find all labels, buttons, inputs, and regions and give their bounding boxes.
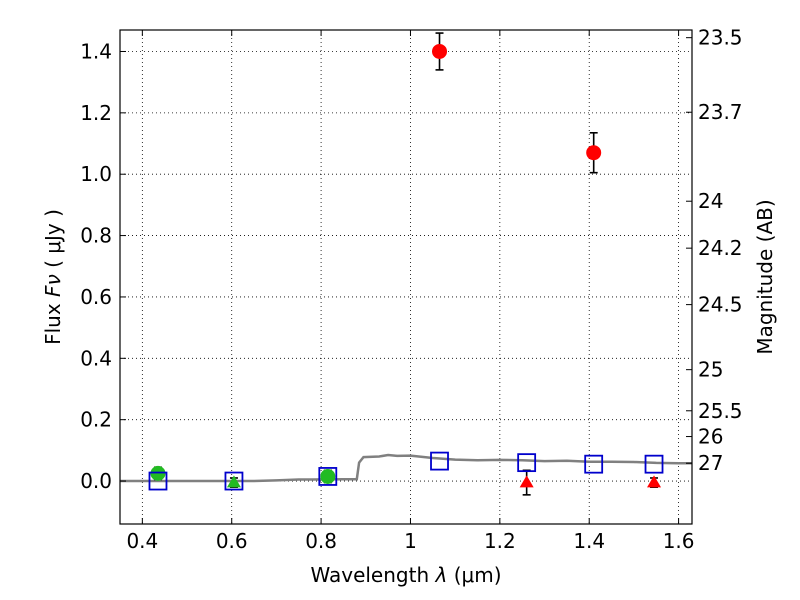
data-point-circle — [586, 145, 602, 161]
data-point-square — [318, 467, 338, 486]
y-tick-label: 1.0 — [80, 162, 112, 186]
model-sed-line — [120, 453, 692, 483]
model-sed-layer — [120, 453, 692, 483]
data-point-circle — [432, 43, 448, 59]
x-tick-label: 1.2 — [484, 529, 516, 553]
y-axis-label: Flux Fν ( μJy ) — [41, 209, 65, 345]
y-right-axis-label: Magnitude (AB) — [753, 199, 777, 354]
y-tick-label: 0.8 — [80, 224, 112, 248]
y-right-tick-label: 25 — [698, 358, 723, 382]
x-tick-label: 0.6 — [216, 529, 248, 553]
y-right-tick-label: 25.5 — [698, 399, 743, 423]
y-right-tick-label: 27 — [698, 451, 723, 475]
x-axis-label: Wavelength λ (μm) — [310, 563, 501, 587]
x-tick-label: 0.4 — [126, 529, 158, 553]
data-point-square — [517, 453, 537, 473]
x-tick-label: 1.4 — [573, 529, 605, 553]
data-point-square — [224, 471, 244, 491]
data-point-square — [644, 454, 664, 474]
y-right-tick-label: 23.5 — [698, 26, 743, 50]
y-tick-label: 0.6 — [80, 285, 112, 309]
x-tick-label: 0.8 — [305, 529, 337, 553]
plot-frame — [119, 29, 693, 525]
data-point-triangle — [519, 475, 534, 488]
data-point-circle — [320, 468, 336, 484]
x-tick-label: 1.6 — [663, 529, 695, 553]
y-right-tick-label: 24.5 — [698, 293, 743, 317]
y-right-tick-label: 23.7 — [698, 100, 743, 124]
y-right-tick-label: 24 — [698, 189, 723, 213]
y-right-tick-label: 26 — [698, 425, 723, 449]
y-tick-label: 0.4 — [80, 346, 112, 370]
y-right-tick-label: 24.2 — [698, 236, 743, 260]
data-point-square — [148, 471, 168, 491]
y-tick-label: 0.2 — [80, 408, 112, 432]
data-point-triangle — [226, 475, 241, 488]
data-point-square — [430, 451, 449, 471]
data-point-square — [584, 454, 604, 474]
data-point-triangle — [647, 475, 662, 488]
x-tick-label: 1 — [404, 529, 417, 553]
y-tick-label: 0.0 — [80, 469, 112, 493]
data-points-layer — [148, 32, 664, 496]
grid — [120, 30, 692, 524]
y-tick-label: 1.2 — [80, 101, 112, 125]
ticks-layer: 0.4 0.6 0.8 1 1.2 1.4 1.6 0.0 0.2 0.4 0.6 0.8 1.0 1.2… — [80, 26, 742, 553]
y-tick-label: 1.4 — [80, 39, 112, 63]
